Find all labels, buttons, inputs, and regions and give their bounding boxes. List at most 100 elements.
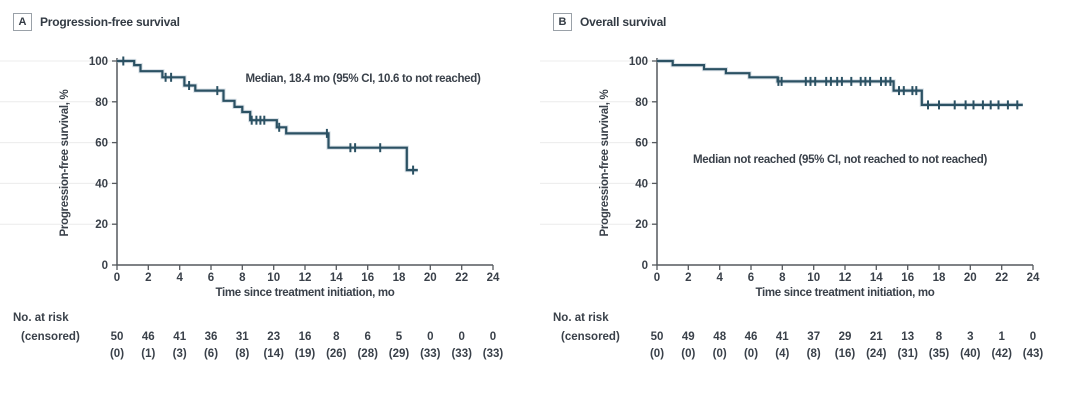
x-tick-label: 16 [901, 272, 914, 284]
panel-a-letter-badge: A [13, 13, 32, 31]
x-axis-title: Time since treatment initiation, mo [215, 287, 394, 299]
censored-count: (33) [483, 348, 504, 360]
y-axis-title: Progression-free survival, % [599, 89, 611, 236]
censored-count: (0) [681, 348, 695, 360]
risk-count: 21 [870, 331, 883, 343]
censored-count: (29) [389, 348, 410, 360]
censored-count: (33) [451, 348, 472, 360]
y-tick-label: 60 [635, 138, 648, 150]
risk-count: 46 [745, 331, 758, 343]
x-tick-label: 20 [424, 272, 437, 284]
censored-count: (0) [110, 348, 124, 360]
risk-count: 23 [267, 331, 280, 343]
censored-count: (8) [807, 348, 821, 360]
censored-count: (26) [326, 348, 347, 360]
x-tick-label: 12 [299, 272, 312, 284]
risk-count: 48 [713, 331, 726, 343]
x-tick-label: 2 [685, 272, 691, 284]
median-annotation: Median not reached (95% CI, not reached … [693, 154, 988, 166]
panel-a: A Progression-free survival 0 20 40 60 80 100… [0, 13, 504, 360]
y-tick-label: 0 [102, 260, 108, 272]
x-tick-label: 0 [654, 272, 660, 284]
censored-count: (4) [775, 348, 789, 360]
risk-table-censored-label: (censored) [561, 331, 620, 343]
y-tick-label: 100 [89, 56, 108, 68]
censored-count: (3) [173, 348, 187, 360]
x-tick-label: 14 [330, 272, 343, 284]
x-tick-label: 24 [1027, 272, 1040, 284]
risk-count: 0 [1030, 331, 1036, 343]
x-tick-label: 4 [176, 272, 183, 284]
panel-b-letter-badge: B [553, 13, 572, 31]
x-tick-label: 6 [208, 272, 214, 284]
x-tick-label: 2 [145, 272, 151, 284]
y-tick-label: 40 [95, 178, 108, 190]
y-tick-label: 20 [95, 219, 108, 231]
censored-count: (42) [991, 348, 1012, 360]
risk-count: 0 [427, 331, 433, 343]
censored-count: (14) [263, 348, 284, 360]
x-tick-label: 22 [995, 272, 1008, 284]
censored-count: (6) [204, 348, 218, 360]
survival-curve [657, 59, 1023, 106]
x-tick-label: 8 [779, 272, 786, 284]
risk-count: 50 [651, 331, 664, 343]
x-tick-label: 4 [716, 272, 723, 284]
panel-b-title: Overall survival [580, 15, 667, 29]
y-tick-label: 100 [629, 56, 648, 68]
x-axis-title: Time since treatment initiation, mo [755, 287, 934, 299]
censored-count: (40) [960, 348, 981, 360]
x-tick-label: 18 [393, 272, 406, 284]
risk-count: 13 [901, 331, 914, 343]
x-tick-label: 22 [455, 272, 468, 284]
x-tick-label: 10 [267, 272, 280, 284]
censored-count: (8) [235, 348, 249, 360]
risk-count: 6 [364, 331, 370, 343]
censored-count: (24) [866, 348, 887, 360]
censored-count: (28) [357, 348, 378, 360]
risk-count: 1 [998, 331, 1005, 343]
risk-count: 49 [682, 331, 695, 343]
survival-curve-halo [657, 58, 1023, 107]
censored-count: (1) [141, 348, 155, 360]
risk-table-label: No. at risk [553, 312, 609, 324]
x-tick-label: 14 [870, 272, 883, 284]
risk-count: 46 [142, 331, 155, 343]
panel-b-header: B Overall survival [553, 13, 666, 31]
panel-a-header: A Progression-free survival [13, 13, 180, 31]
x-tick-label: 6 [748, 272, 754, 284]
x-tick-label: 0 [114, 272, 120, 284]
risk-count: 16 [299, 331, 312, 343]
risk-count: 50 [111, 331, 124, 343]
y-tick-label: 20 [635, 219, 648, 231]
censored-count: (16) [835, 348, 856, 360]
risk-count: 41 [173, 331, 186, 343]
y-tick-label: 80 [635, 97, 648, 109]
censored-count: (35) [929, 348, 950, 360]
y-tick-label: 0 [642, 260, 648, 272]
risk-count: 37 [807, 331, 820, 343]
x-tick-label: 16 [361, 272, 374, 284]
x-tick-label: 12 [839, 272, 852, 284]
panel-a-title: Progression-free survival [40, 15, 180, 29]
risk-count: 8 [936, 331, 943, 343]
survival-curve [117, 59, 418, 172]
y-tick-label: 60 [95, 138, 108, 150]
risk-table-label: No. at risk [13, 312, 69, 324]
censored-count: (0) [713, 348, 727, 360]
risk-count: 5 [396, 331, 403, 343]
risk-count: 36 [205, 331, 218, 343]
censored-count: (0) [744, 348, 758, 360]
risk-count: 31 [236, 331, 249, 343]
risk-count: 0 [490, 331, 496, 343]
risk-count: 29 [839, 331, 852, 343]
censored-count: (19) [295, 348, 316, 360]
censored-count: (31) [897, 348, 918, 360]
x-tick-label: 8 [239, 272, 246, 284]
risk-count: 3 [967, 331, 973, 343]
x-tick-label: 24 [487, 272, 500, 284]
y-tick-label: 80 [95, 97, 108, 109]
